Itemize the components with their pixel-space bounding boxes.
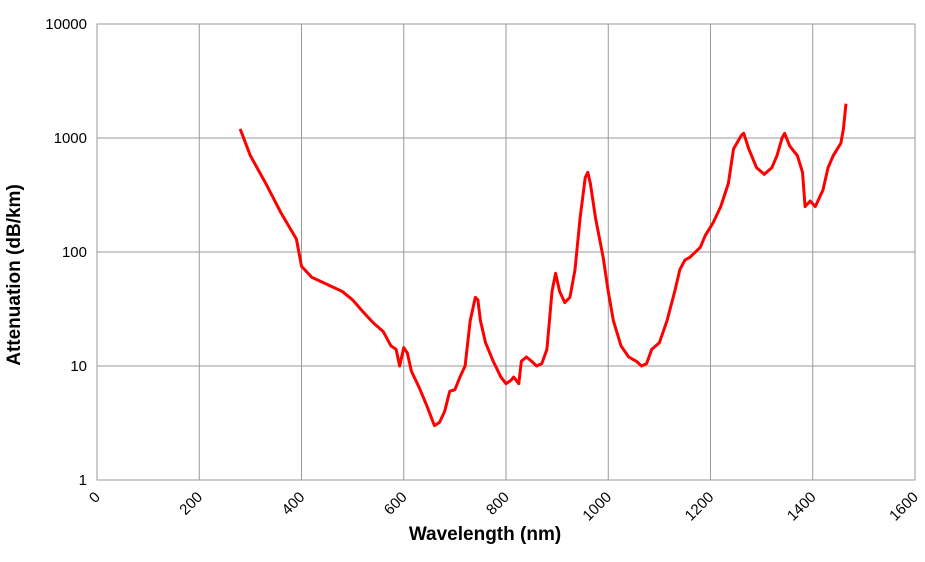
x-tick-label: 1400 [784, 489, 820, 525]
x-tick-label: 600 [381, 489, 411, 519]
x-tick-label: 800 [483, 489, 513, 519]
x-tick-label: 400 [279, 489, 309, 519]
x-tick-label: 0 [86, 489, 104, 507]
x-tick-label: 1600 [886, 489, 922, 525]
x-tick-label: 200 [176, 489, 206, 519]
plot-frame [96, 23, 916, 481]
x-tick-label: 1000 [579, 489, 615, 525]
data-line [238, 103, 848, 428]
y-tick-label: 1 [79, 472, 87, 489]
y-tick-label: 1000 [54, 130, 87, 147]
x-axis-title: Wavelength (nm) [409, 524, 561, 545]
y-axis-title: Attenuation (dB/km) [4, 184, 25, 366]
y-tick-label: 10 [70, 358, 87, 375]
x-tick-label: 1200 [682, 489, 718, 525]
y-tick-label: 100 [62, 244, 87, 261]
y-tick-label: 10000 [45, 16, 87, 33]
